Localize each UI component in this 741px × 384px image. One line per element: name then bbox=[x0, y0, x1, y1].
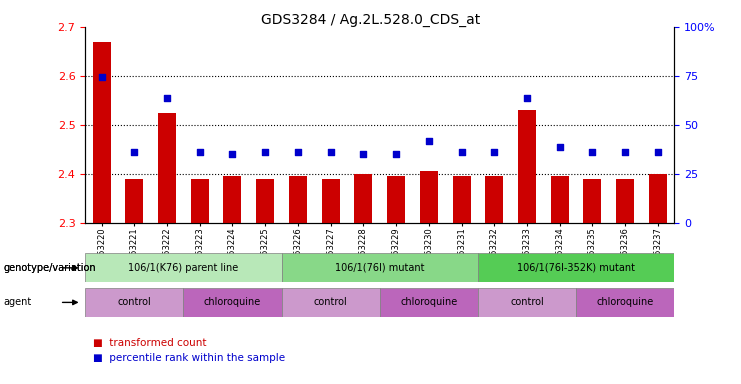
Bar bbox=[282, 253, 478, 282]
Text: control: control bbox=[313, 297, 348, 308]
Point bbox=[456, 149, 468, 155]
Point bbox=[128, 149, 140, 155]
Point bbox=[391, 151, 402, 157]
Bar bbox=[183, 288, 282, 317]
Point bbox=[619, 149, 631, 155]
Point bbox=[161, 95, 173, 101]
Bar bbox=[387, 176, 405, 223]
Bar bbox=[158, 113, 176, 223]
Text: 106/1(76I) mutant: 106/1(76I) mutant bbox=[335, 263, 425, 273]
Point bbox=[259, 149, 271, 155]
Bar bbox=[85, 288, 184, 317]
Text: chloroquine: chloroquine bbox=[400, 297, 457, 308]
Text: GDS3284 / Ag.2L.528.0_CDS_at: GDS3284 / Ag.2L.528.0_CDS_at bbox=[261, 13, 480, 27]
Text: chloroquine: chloroquine bbox=[597, 297, 654, 308]
Bar bbox=[322, 179, 339, 223]
Bar bbox=[478, 253, 674, 282]
Bar bbox=[125, 179, 143, 223]
Bar bbox=[453, 176, 471, 223]
Bar bbox=[551, 176, 569, 223]
Bar bbox=[289, 176, 307, 223]
Text: 106/1(76I-352K) mutant: 106/1(76I-352K) mutant bbox=[517, 263, 635, 273]
Point bbox=[587, 149, 599, 155]
Text: control: control bbox=[510, 297, 544, 308]
Bar bbox=[478, 288, 576, 317]
Bar bbox=[649, 174, 667, 223]
Bar bbox=[354, 174, 373, 223]
Text: ■  transformed count: ■ transformed count bbox=[93, 338, 206, 348]
Text: genotype/variation: genotype/variation bbox=[4, 263, 96, 273]
Point bbox=[227, 151, 239, 157]
Point bbox=[357, 151, 369, 157]
Bar bbox=[617, 179, 634, 223]
Point bbox=[325, 149, 336, 155]
Point bbox=[194, 149, 206, 155]
Point bbox=[96, 74, 107, 80]
Bar bbox=[583, 179, 602, 223]
Bar bbox=[93, 41, 110, 223]
Bar bbox=[379, 288, 478, 317]
Point bbox=[554, 144, 565, 150]
Text: ■  percentile rank within the sample: ■ percentile rank within the sample bbox=[93, 353, 285, 363]
Text: control: control bbox=[117, 297, 151, 308]
Point bbox=[652, 149, 664, 155]
Bar bbox=[282, 288, 379, 317]
Point bbox=[488, 149, 500, 155]
Bar bbox=[224, 176, 242, 223]
Bar bbox=[420, 171, 438, 223]
Text: genotype/variation: genotype/variation bbox=[4, 263, 96, 273]
Text: chloroquine: chloroquine bbox=[204, 297, 261, 308]
Text: agent: agent bbox=[4, 297, 32, 308]
Point bbox=[521, 95, 533, 101]
Bar bbox=[576, 288, 674, 317]
Point bbox=[423, 138, 435, 144]
Text: 106/1(K76) parent line: 106/1(K76) parent line bbox=[128, 263, 239, 273]
Bar bbox=[485, 176, 503, 223]
Bar bbox=[256, 179, 274, 223]
Bar bbox=[85, 253, 282, 282]
Bar bbox=[518, 110, 536, 223]
Bar bbox=[190, 179, 209, 223]
Point bbox=[292, 149, 304, 155]
